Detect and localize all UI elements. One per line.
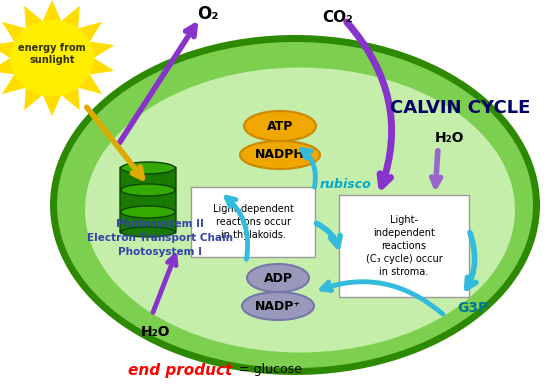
Polygon shape bbox=[2, 22, 26, 41]
Text: H₂O: H₂O bbox=[140, 325, 170, 339]
Ellipse shape bbox=[247, 264, 309, 292]
Polygon shape bbox=[2, 74, 26, 94]
Ellipse shape bbox=[50, 35, 540, 375]
Polygon shape bbox=[24, 6, 43, 28]
FancyBboxPatch shape bbox=[120, 167, 176, 189]
Polygon shape bbox=[24, 88, 43, 110]
Text: Light-
independent
reactions
(C₃ cycle) occur
in stroma.: Light- independent reactions (C₃ cycle) … bbox=[366, 215, 442, 277]
Text: CO₂: CO₂ bbox=[323, 10, 353, 25]
Ellipse shape bbox=[121, 206, 175, 218]
Ellipse shape bbox=[57, 42, 533, 368]
Ellipse shape bbox=[121, 162, 175, 174]
Polygon shape bbox=[43, 95, 62, 116]
Ellipse shape bbox=[244, 111, 316, 141]
Text: Photosystem II
Electron Transport Chain
Photosystem I: Photosystem II Electron Transport Chain … bbox=[87, 219, 233, 257]
Text: energy from
sunlight: energy from sunlight bbox=[18, 43, 86, 65]
Text: end product: end product bbox=[128, 362, 232, 377]
Text: CALVIN CYCLE: CALVIN CYCLE bbox=[390, 99, 530, 117]
Text: H₂O: H₂O bbox=[435, 131, 465, 145]
Polygon shape bbox=[78, 22, 102, 41]
Text: = glucose: = glucose bbox=[235, 364, 302, 376]
Text: G3P: G3P bbox=[457, 301, 488, 315]
FancyBboxPatch shape bbox=[339, 195, 469, 297]
FancyBboxPatch shape bbox=[120, 189, 176, 211]
Text: Light-dependent
reactions occur
in thylakoids.: Light-dependent reactions occur in thyla… bbox=[212, 204, 294, 240]
FancyBboxPatch shape bbox=[191, 187, 315, 257]
Polygon shape bbox=[0, 58, 14, 74]
Text: NADPH: NADPH bbox=[255, 149, 305, 162]
Ellipse shape bbox=[85, 68, 515, 353]
Text: ADP: ADP bbox=[263, 271, 293, 285]
Ellipse shape bbox=[121, 184, 175, 196]
Polygon shape bbox=[62, 88, 80, 110]
Polygon shape bbox=[0, 41, 14, 58]
Polygon shape bbox=[78, 74, 102, 94]
Polygon shape bbox=[43, 0, 62, 21]
Text: rubisco: rubisco bbox=[320, 179, 372, 192]
Ellipse shape bbox=[121, 227, 175, 237]
Text: ATP: ATP bbox=[267, 119, 293, 132]
Ellipse shape bbox=[240, 141, 320, 169]
Polygon shape bbox=[62, 6, 80, 28]
FancyBboxPatch shape bbox=[120, 211, 176, 233]
Polygon shape bbox=[90, 41, 114, 58]
Ellipse shape bbox=[242, 292, 314, 320]
Ellipse shape bbox=[10, 20, 94, 96]
Polygon shape bbox=[90, 58, 114, 74]
Text: NADP⁺: NADP⁺ bbox=[255, 300, 301, 313]
Text: O₂: O₂ bbox=[197, 5, 219, 23]
